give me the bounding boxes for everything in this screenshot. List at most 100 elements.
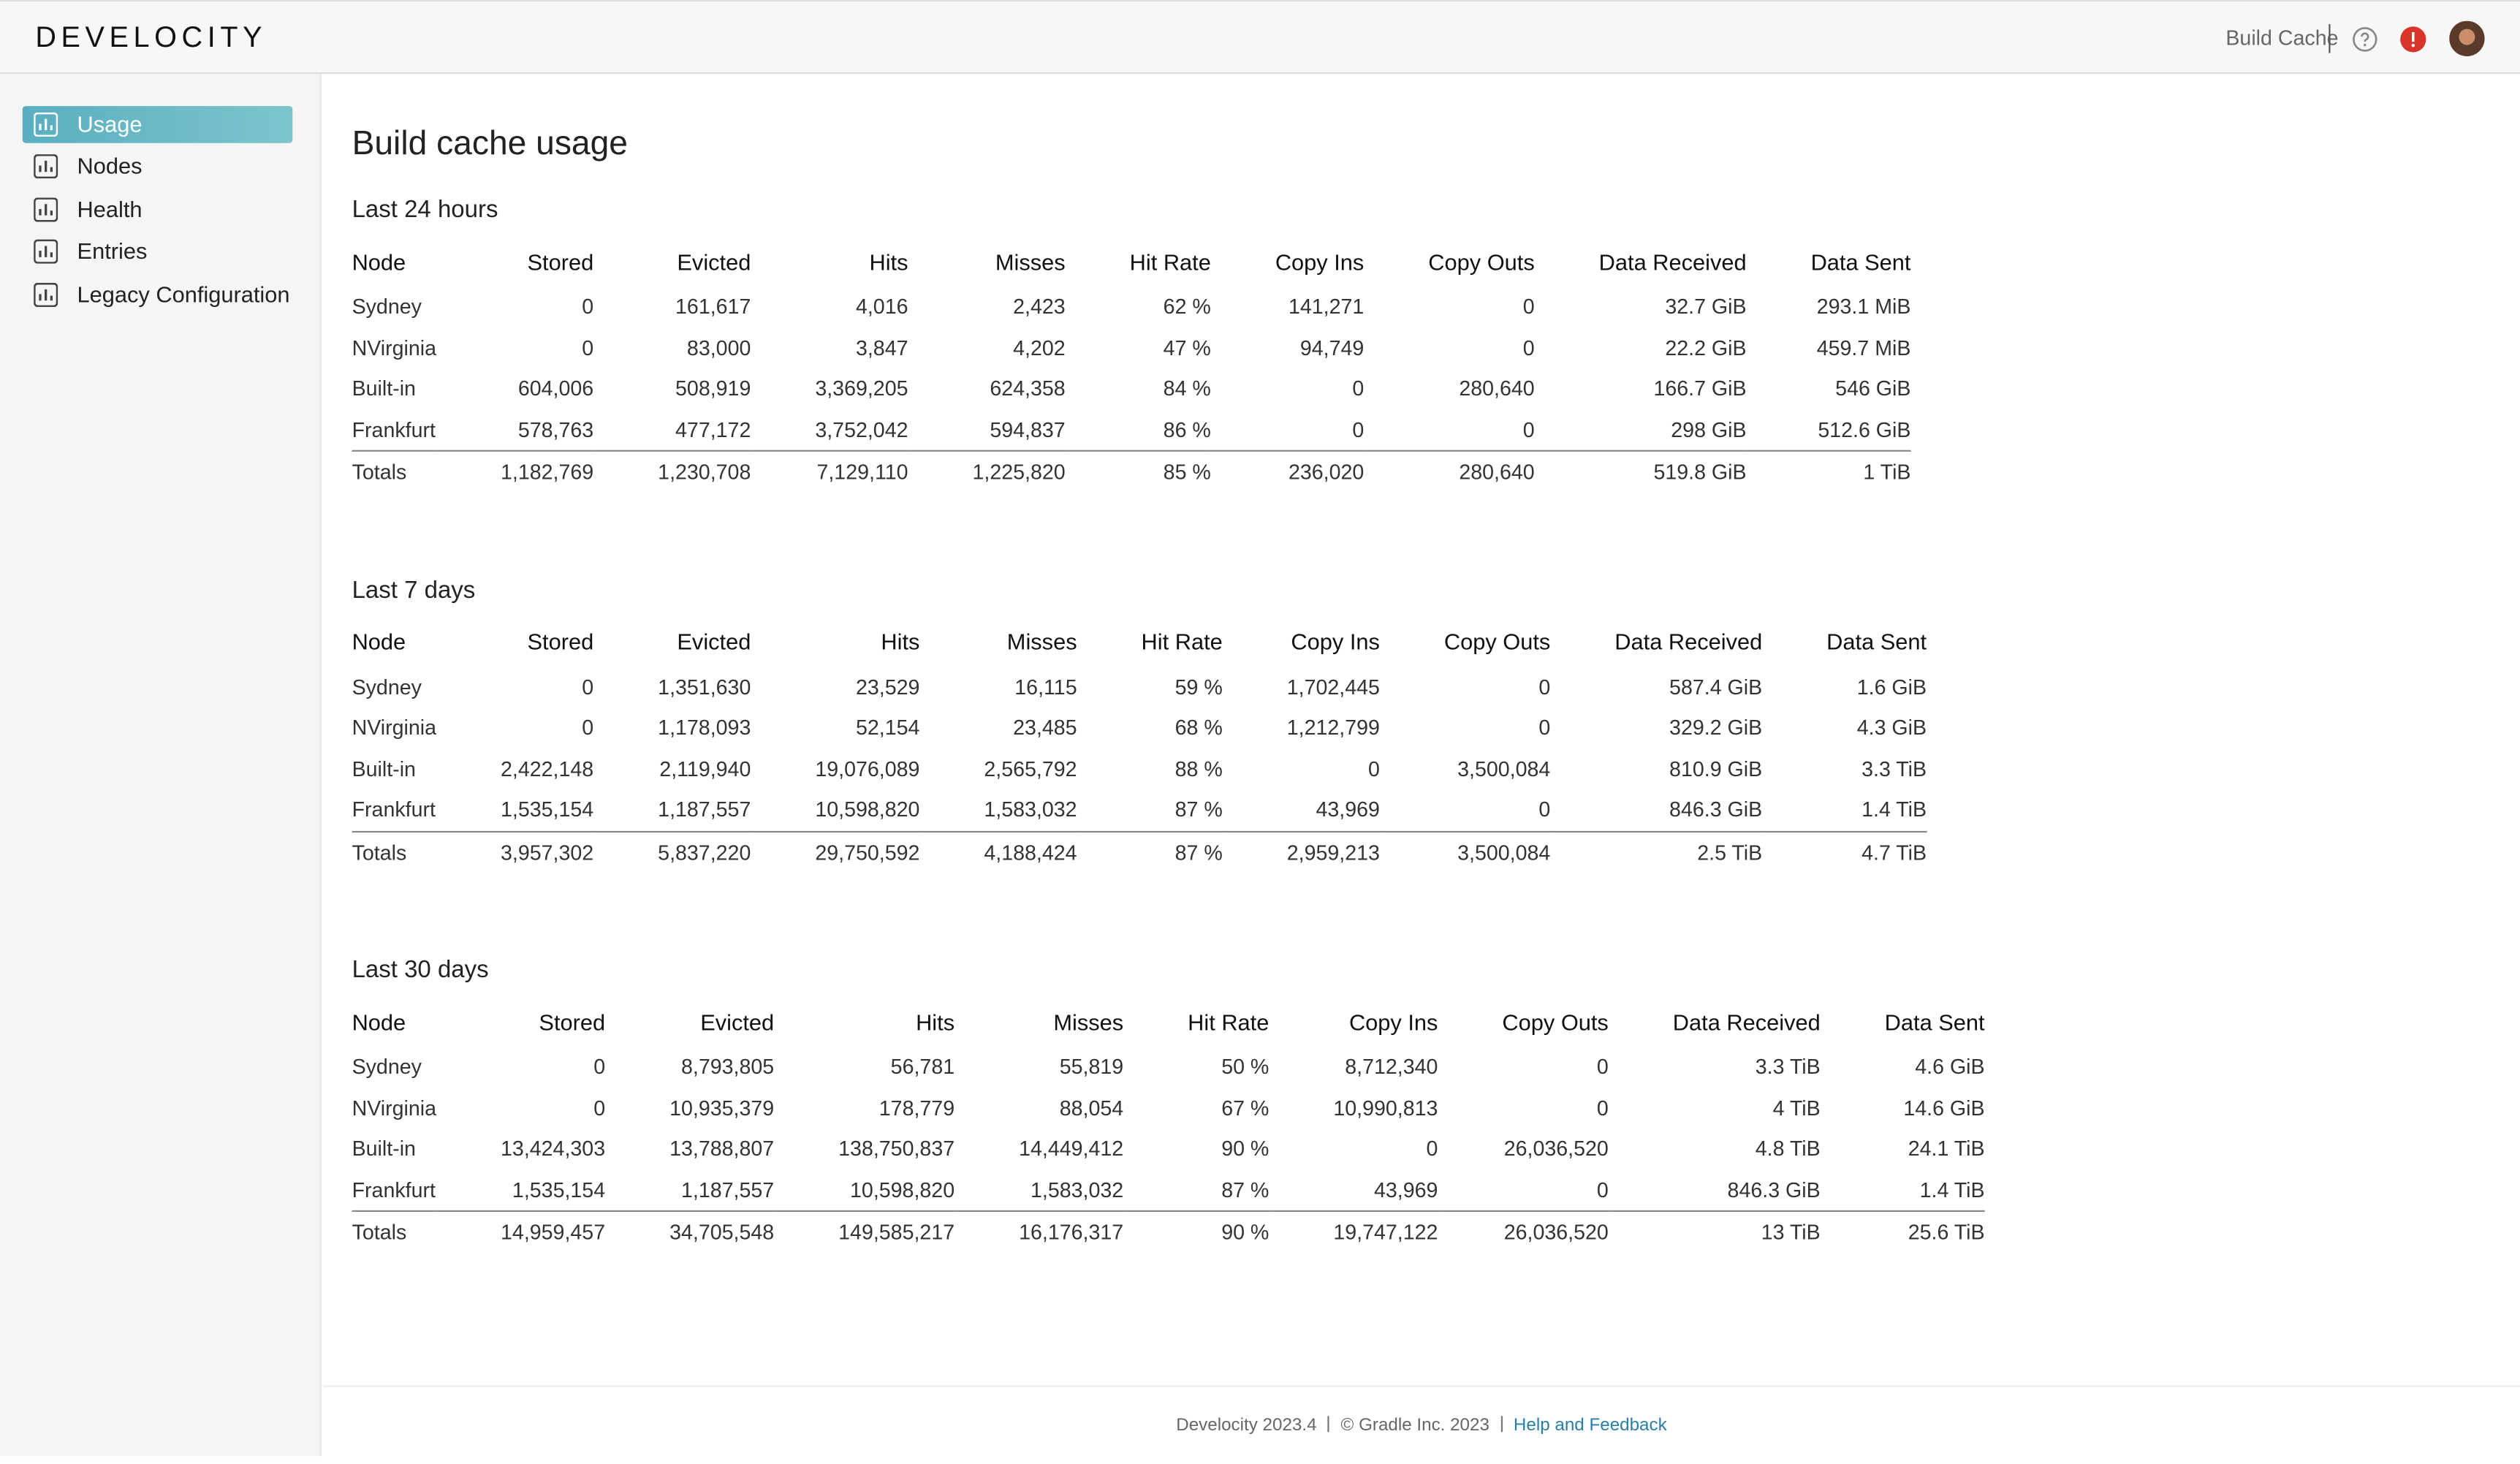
- cell: NVirginia: [352, 335, 437, 360]
- section-title: Last 7 days: [352, 576, 476, 604]
- cell: 280,640: [1459, 376, 1535, 401]
- column-header: Node: [352, 1008, 406, 1035]
- sidebar-item[interactable]: Nodes: [23, 148, 292, 186]
- cell: 16,115: [1014, 675, 1077, 699]
- total-cell: 519.8 GiB: [1534, 450, 1747, 493]
- sidebar-label: Health: [77, 195, 143, 222]
- cell: 3,847: [855, 335, 908, 360]
- cell: 1,583,032: [984, 797, 1077, 822]
- footer-link[interactable]: Help and Feedback: [1513, 1416, 1667, 1435]
- cell: 0: [1352, 417, 1365, 442]
- sidebar-item[interactable]: Health: [23, 191, 292, 228]
- cell: 3.3 TiB: [1755, 1055, 1821, 1080]
- column-header: Evicted: [700, 1008, 775, 1035]
- cell: 10,990,813: [1333, 1096, 1438, 1120]
- cell: 1,535,154: [501, 797, 594, 822]
- cell: 138,750,837: [838, 1137, 955, 1161]
- usage-section: Last 24 hours Node Stored Evicted Hits Misses…: [352, 196, 1985, 493]
- avatar[interactable]: [2449, 20, 2485, 56]
- total-cell: Totals: [352, 830, 437, 873]
- cell: 8,793,805: [680, 1055, 775, 1080]
- total-cell: 1,182,769: [436, 450, 594, 493]
- cell: 624,358: [990, 376, 1066, 401]
- sidebar-label: Nodes: [77, 153, 143, 179]
- sidebar-label: Legacy Configuration: [77, 280, 290, 307]
- cell: 0: [1538, 716, 1551, 740]
- totals-row: Totals 3,957,302 5,837,220 29,750,592 4,188,…: [352, 830, 1927, 873]
- cell: 0: [1352, 376, 1365, 401]
- item-icon: [34, 197, 58, 222]
- table-row: Built-in 13,424,303 13,788,807 138,750,837 1…: [352, 1129, 1985, 1169]
- cell: 86 %: [1163, 417, 1211, 442]
- cell: 298 GiB: [1671, 417, 1747, 442]
- usage-section: Last 30 days Node Stored Evicted Hits Misses H…: [352, 956, 1985, 1253]
- cell: 2,423: [1013, 294, 1066, 319]
- cell: 4,016: [855, 294, 908, 319]
- cell: Sydney: [352, 294, 422, 319]
- total-cell: Totals: [352, 450, 437, 493]
- cell: 10,598,820: [815, 797, 920, 822]
- cell: Sydney: [352, 1055, 422, 1080]
- cell: 587.4 GiB: [1669, 675, 1763, 699]
- nav-link[interactable]: Build Cache: [2225, 26, 2339, 50]
- logo[interactable]: DEVELOCITY: [35, 20, 267, 53]
- header-row: Node Stored Evicted Hits Misses Hit Rate Copy …: [352, 1006, 1985, 1047]
- cell: 59 %: [1174, 675, 1223, 699]
- alert-icon[interactable]: [2399, 26, 2426, 53]
- cell: 56,781: [890, 1055, 955, 1080]
- cell: 0: [582, 335, 594, 360]
- cell: Frankfurt: [352, 1177, 436, 1202]
- cell: 3,369,205: [815, 376, 908, 401]
- cell: 1.4 TiB: [1919, 1177, 1985, 1202]
- sidebar-label: Entries: [77, 238, 148, 265]
- column-header: Copy Outs: [1502, 1008, 1609, 1035]
- cell: 19,076,089: [815, 756, 920, 781]
- sidebar-item[interactable]: Entries: [23, 233, 292, 270]
- usage-table: Node Stored Evicted Hits Misses Hit Rate Copy …: [352, 246, 1911, 493]
- cell: 1,535,154: [512, 1177, 606, 1202]
- column-header: Hit Rate: [1141, 628, 1223, 654]
- cell: Built-in: [352, 756, 416, 781]
- column-header: Misses: [1053, 1008, 1124, 1035]
- page-title: Build cache usage: [352, 125, 628, 163]
- column-header: Data Received: [1614, 628, 1763, 654]
- separator: [2329, 23, 2331, 53]
- total-cell: 13 TiB: [1608, 1210, 1821, 1253]
- cell: 52,154: [855, 716, 920, 740]
- cell: NVirginia: [352, 1096, 437, 1120]
- column-header: Data Received: [1598, 248, 1747, 274]
- cell: 459.7 MiB: [1816, 335, 1911, 360]
- cell: 94,749: [1299, 335, 1365, 360]
- column-header: Data Sent: [1810, 248, 1911, 274]
- cell: 14,449,412: [1019, 1137, 1124, 1161]
- total-cell: 1,225,820: [908, 450, 1066, 493]
- help-icon[interactable]: [2351, 26, 2378, 53]
- item-icon: [34, 240, 58, 265]
- column-header: Stored: [527, 628, 594, 654]
- sidebar-item[interactable]: Legacy Configuration: [23, 276, 292, 313]
- cell: 578,763: [517, 417, 594, 442]
- cell: 4.8 TiB: [1755, 1137, 1821, 1161]
- cell: 4.6 GiB: [1915, 1055, 1985, 1080]
- column-header: Copy Ins: [1348, 1008, 1438, 1035]
- table-row: Frankfurt 1,535,154 1,187,557 10,598,820 1,5…: [352, 789, 1927, 831]
- sidebar-item[interactable]: Usage: [22, 106, 293, 143]
- cell: 0: [582, 675, 594, 699]
- sidebar-label: Usage: [77, 110, 143, 137]
- column-header: Evicted: [677, 628, 751, 654]
- cell: 87 %: [1221, 1177, 1270, 1202]
- cell: 508,919: [675, 376, 751, 401]
- cell: Frankfurt: [352, 797, 436, 822]
- column-header: Node: [352, 628, 406, 654]
- total-cell: 3,500,084: [1379, 830, 1551, 873]
- column-header: Hits: [916, 1008, 955, 1035]
- cell: 22.2 GiB: [1665, 335, 1747, 360]
- column-header: Hit Rate: [1188, 1008, 1270, 1035]
- cell: 8,712,340: [1345, 1055, 1438, 1080]
- cell: 43,969: [1373, 1177, 1438, 1202]
- item-icon: [34, 112, 58, 137]
- cell: 1,351,630: [658, 675, 751, 699]
- cell: 604,006: [517, 376, 594, 401]
- cell: NVirginia: [352, 716, 437, 740]
- total-cell: 19,747,122: [1269, 1210, 1438, 1253]
